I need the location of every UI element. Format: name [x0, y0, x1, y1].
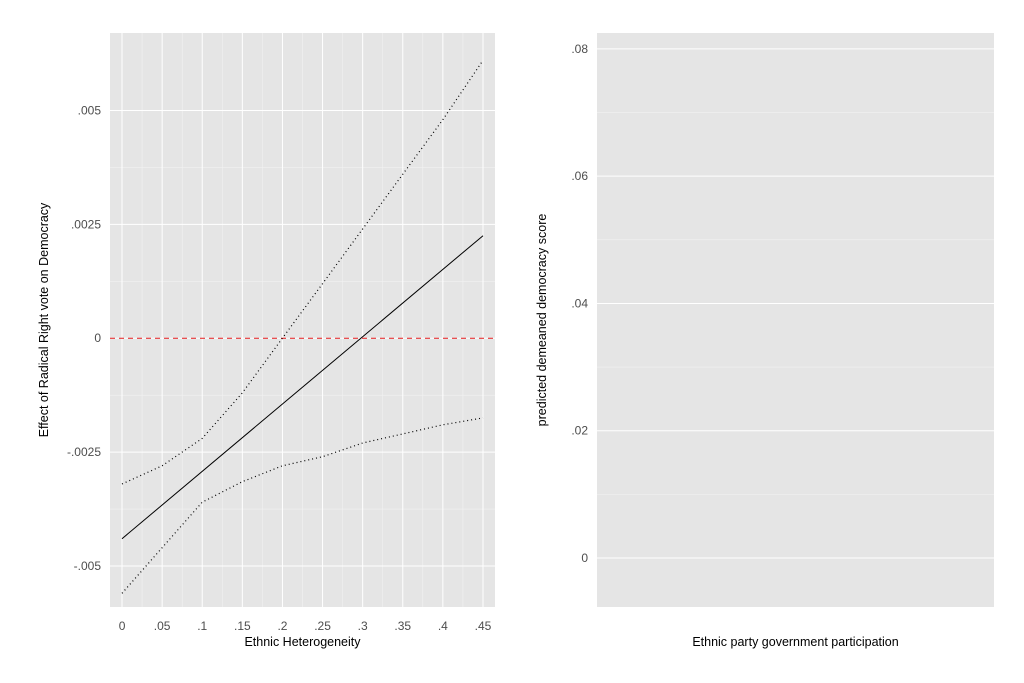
right-y-axis-title: predicted demeaned democracy score — [535, 214, 549, 427]
left-x-tick-label: .15 — [234, 619, 251, 633]
right-panel: 0.02.04.06.08noyes Ethnic party governme… — [535, 33, 994, 649]
right-gridlines — [597, 48, 994, 559]
right-y-tick-label: 0 — [581, 551, 588, 565]
left-x-tick-label: .4 — [438, 619, 448, 633]
left-y-tick-label: -.005 — [74, 559, 102, 573]
left-x-tick-label: .25 — [314, 619, 331, 633]
left-tick-labels: 0 .05 .1 .15 .2 .25 .3 .35 .4 .45 -.005 -.0025 0 .002… — [67, 103, 492, 633]
left-y-tick-label: 0 — [94, 331, 101, 345]
right-y-tick-label: .04 — [571, 296, 588, 310]
left-marks — [110, 59, 495, 594]
right-y-tick-label: .08 — [571, 42, 588, 56]
estimate-line — [121, 235, 484, 540]
left-y-tick-label: .0025 — [71, 217, 101, 231]
right-y-tick-label: .02 — [571, 424, 588, 438]
left-panel: 0 .05 .1 .15 .2 .25 .3 .35 .4 .45 -.005 -.0025 0 .002… — [37, 33, 495, 649]
right-tick-labels: 0.02.04.06.08noyes — [571, 42, 588, 565]
left-x-tick-label: .45 — [475, 619, 492, 633]
left-x-tick-label: 0 — [119, 619, 126, 633]
left-x-tick-label: .05 — [154, 619, 171, 633]
left-x-tick-label: .1 — [197, 619, 207, 633]
right-plot-background — [597, 33, 994, 607]
left-x-tick-label: .3 — [358, 619, 368, 633]
right-x-axis-title: Ethnic party government participation — [692, 635, 898, 649]
left-x-tick-label: .2 — [277, 619, 287, 633]
right-y-tick-label: .06 — [571, 169, 588, 183]
left-y-axis-title: Effect of Radical Right vote on Democrac… — [37, 202, 51, 437]
left-y-tick-label: -.0025 — [67, 445, 101, 459]
upper-ci-line — [121, 59, 484, 485]
left-x-axis-title: Ethnic Heterogeneity — [244, 635, 361, 649]
left-y-tick-label: .005 — [78, 103, 102, 117]
left-x-tick-label: .35 — [394, 619, 411, 633]
left-gridlines — [110, 33, 495, 607]
